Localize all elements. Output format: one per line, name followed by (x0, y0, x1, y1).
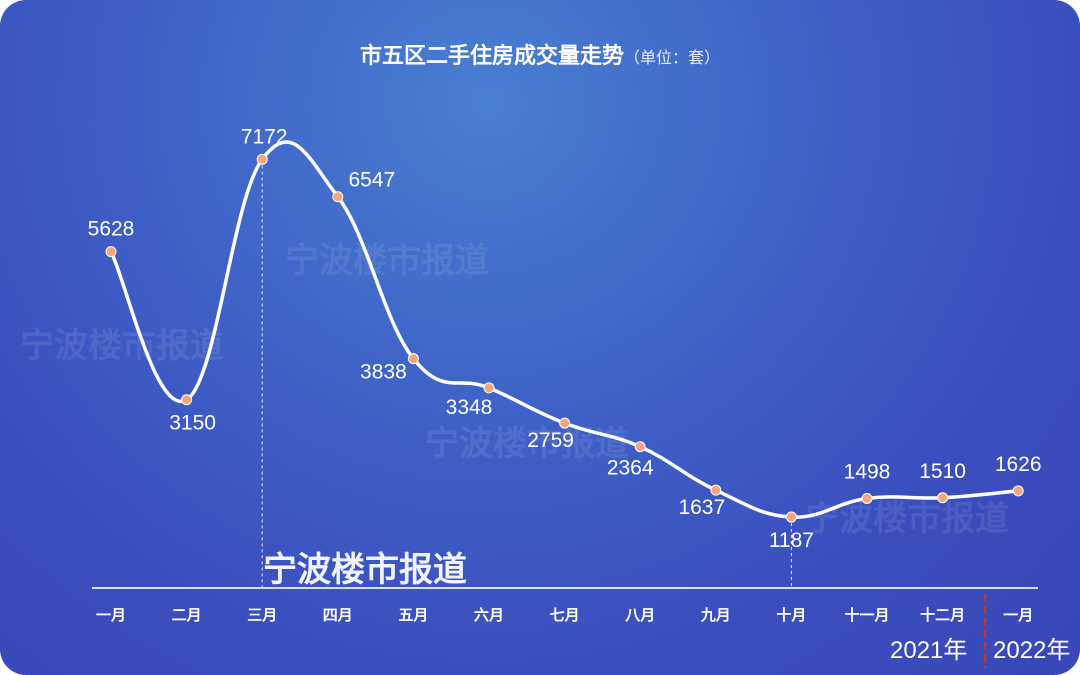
x-tick-label: 三月 (247, 606, 277, 624)
x-tick-label: 一月 (96, 606, 126, 624)
year-label-2022: 2022年 (993, 637, 1070, 664)
x-tick-label: 十一月 (844, 606, 889, 624)
data-label: 1510 (919, 460, 966, 483)
data-label: 2364 (607, 457, 654, 480)
watermark-main: 宁波楼市报道 (263, 550, 467, 590)
chart-unit: （单位：套） (624, 48, 721, 67)
watermark-faint: 宁波楼市报道 (425, 424, 629, 464)
data-label: 3150 (169, 412, 216, 435)
data-point (710, 484, 722, 496)
x-tick-label: 八月 (624, 606, 655, 624)
x-tick-label: 九月 (700, 606, 731, 624)
data-label: 6547 (348, 169, 395, 192)
data-point (105, 246, 117, 258)
year-label-2021: 2021年 (890, 637, 967, 664)
data-label: 5628 (88, 218, 135, 241)
x-tick-label: 五月 (398, 606, 428, 624)
data-label: 3838 (360, 361, 407, 384)
data-point (861, 492, 873, 504)
data-point (181, 394, 193, 406)
data-label: 3348 (446, 396, 493, 419)
x-tick-label: 六月 (474, 606, 504, 624)
x-tick-label: 十二月 (920, 606, 965, 624)
data-point (407, 353, 419, 365)
x-tick-label: 十月 (776, 606, 806, 624)
chart-title-text: 市五区二手住房成交量走势 (359, 44, 624, 69)
data-point (1012, 485, 1024, 497)
chart-title: 市五区二手住房成交量走势（单位：套） (0, 38, 1080, 70)
data-point (559, 417, 571, 429)
data-point (937, 492, 949, 504)
data-label: 1187 (769, 529, 814, 552)
data-point (634, 441, 646, 453)
x-tick-label: 二月 (172, 606, 202, 624)
data-point (332, 191, 344, 203)
x-tick-label: 一月 (1003, 606, 1033, 624)
data-label: 2759 (527, 429, 574, 452)
watermark-faint: 宁波楼市报道 (20, 326, 224, 366)
data-label: 1626 (995, 453, 1042, 476)
data-point (785, 511, 797, 523)
data-label: 1498 (844, 460, 891, 483)
watermark-faint: 宁波楼市报道 (805, 499, 1009, 539)
x-tick-label: 四月 (323, 606, 353, 624)
data-label: 7172 (241, 125, 288, 148)
x-tick-label: 七月 (550, 606, 580, 624)
data-label: 1637 (678, 496, 725, 519)
watermark-faint: 宁波楼市报道 (285, 241, 489, 281)
data-point (256, 153, 268, 165)
data-point (483, 382, 495, 394)
